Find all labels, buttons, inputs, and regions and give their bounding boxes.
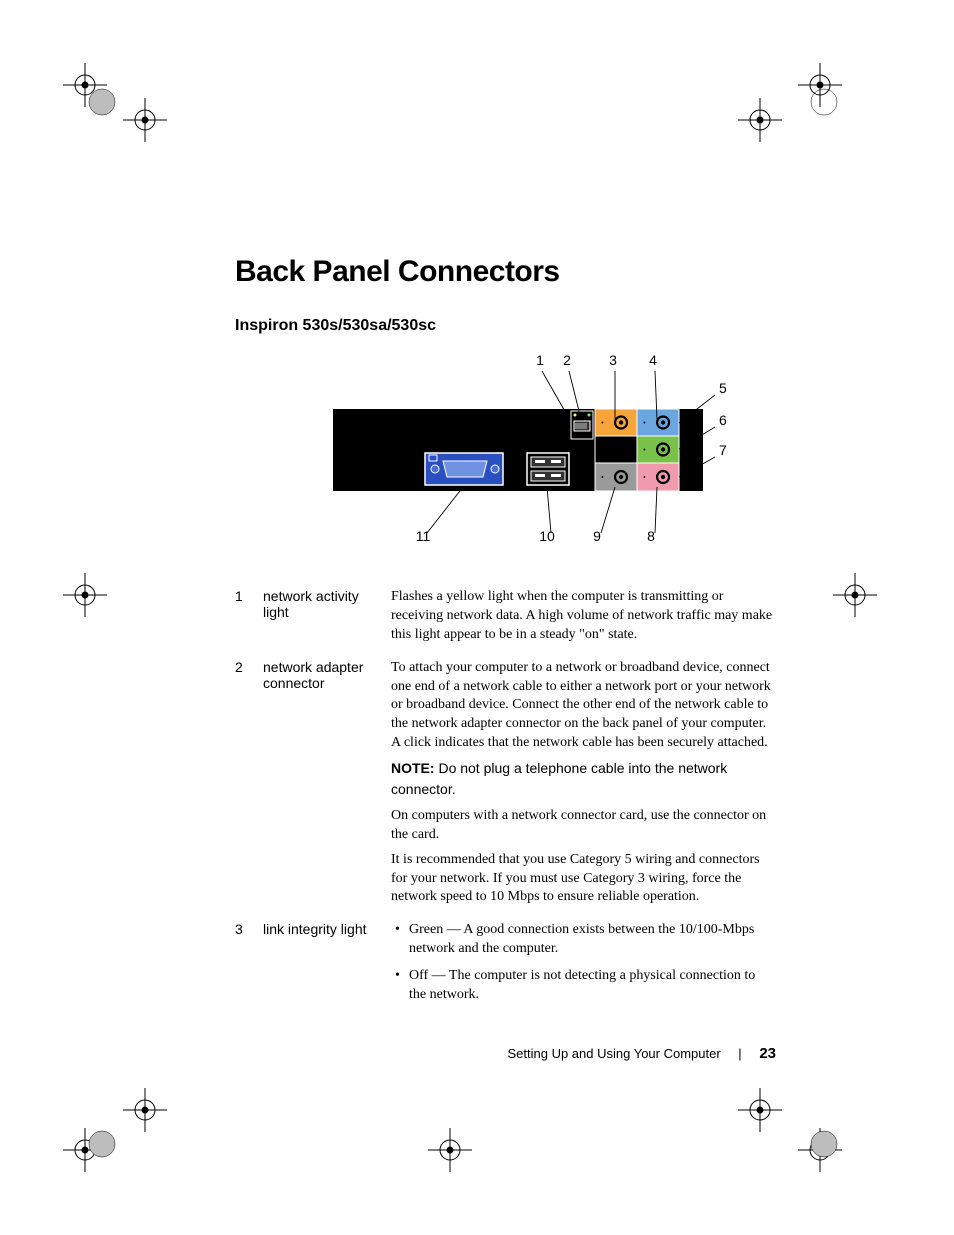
svg-text:8: 8 (647, 528, 655, 544)
item-number: 3 (235, 921, 263, 1027)
description-paragraph: On computers with a network connector ca… (391, 807, 775, 845)
listing-row: 1network activity lightFlashes a yellow … (235, 588, 775, 659)
crop-mark-icon (120, 1085, 170, 1135)
item-description: Flashes a yellow light when the computer… (391, 588, 775, 659)
crop-mark-icon (830, 570, 880, 620)
corner-disc-icon (810, 88, 838, 116)
description-paragraph: To attach your computer to a network or … (391, 659, 775, 753)
item-term: network activity light (263, 588, 391, 659)
page-heading: Back Panel Connectors (235, 255, 775, 289)
svg-text:2: 2 (563, 353, 571, 368)
svg-text:•: • (643, 419, 646, 428)
svg-text:9: 9 (593, 528, 601, 544)
svg-text:4: 4 (649, 353, 657, 368)
corner-disc-icon (88, 1130, 116, 1158)
item-description: Green — A good connection exists between… (391, 921, 775, 1027)
bullet-item: Green — A good connection exists between… (391, 921, 775, 959)
footer-text: Setting Up and Using Your Computer (507, 1046, 720, 1061)
svg-text:•: • (601, 419, 604, 428)
svg-text:•: • (643, 473, 646, 482)
svg-text:•: • (601, 446, 604, 455)
crop-mark-icon (735, 95, 785, 145)
listing-row: 2network adapter connectorTo attach your… (235, 659, 775, 922)
item-number: 1 (235, 588, 263, 659)
item-number: 2 (235, 659, 263, 922)
page-subheading: Inspiron 530s/530sa/530sc (235, 317, 775, 335)
svg-text:6: 6 (719, 412, 727, 428)
corner-disc-icon (88, 88, 116, 116)
item-description: To attach your computer to a network or … (391, 659, 775, 922)
svg-text:7: 7 (719, 442, 727, 458)
svg-text:3: 3 (609, 353, 617, 368)
note-label: NOTE: (391, 760, 435, 776)
note-paragraph: NOTE: Do not plug a telephone cable into… (391, 759, 775, 801)
svg-text:10: 10 (539, 528, 555, 544)
description-paragraph: It is recommended that you use Category … (391, 851, 775, 908)
note-text: Do not plug a telephone cable into the n… (391, 760, 727, 797)
crop-mark-icon (735, 1085, 785, 1135)
svg-text:•: • (643, 446, 646, 455)
diagram-svg: • • • • • • 1 2 3 4 5 6 7 11 10 9 8 (295, 353, 735, 553)
item-term: network adapter connector (263, 659, 391, 922)
crop-mark-icon (425, 1125, 475, 1175)
svg-text:•: • (601, 473, 604, 482)
svg-text:5: 5 (719, 380, 727, 396)
back-panel-diagram: • • • • • • 1 2 3 4 5 6 7 11 10 9 8 (295, 353, 735, 553)
corner-disc-icon (810, 1130, 838, 1158)
connector-listing: 1network activity lightFlashes a yellow … (235, 588, 775, 1027)
bullet-list: Green — A good connection exists between… (391, 921, 775, 1005)
crop-mark-icon (120, 95, 170, 145)
svg-text:1: 1 (536, 353, 544, 368)
svg-text:11: 11 (416, 528, 431, 544)
listing-row: 3link integrity lightGreen — A good conn… (235, 921, 775, 1027)
bullet-item: Off — The computer is not detecting a ph… (391, 967, 775, 1005)
item-term: link integrity light (263, 921, 391, 1027)
page-footer: Setting Up and Using Your Computer | 23 (507, 1045, 776, 1062)
page-content: Back Panel Connectors Inspiron 530s/530s… (235, 255, 775, 1027)
crop-mark-icon (60, 570, 110, 620)
description-paragraph: Flashes a yellow light when the computer… (391, 588, 775, 645)
page-number: 23 (759, 1045, 776, 1062)
footer-separator: | (738, 1046, 741, 1061)
